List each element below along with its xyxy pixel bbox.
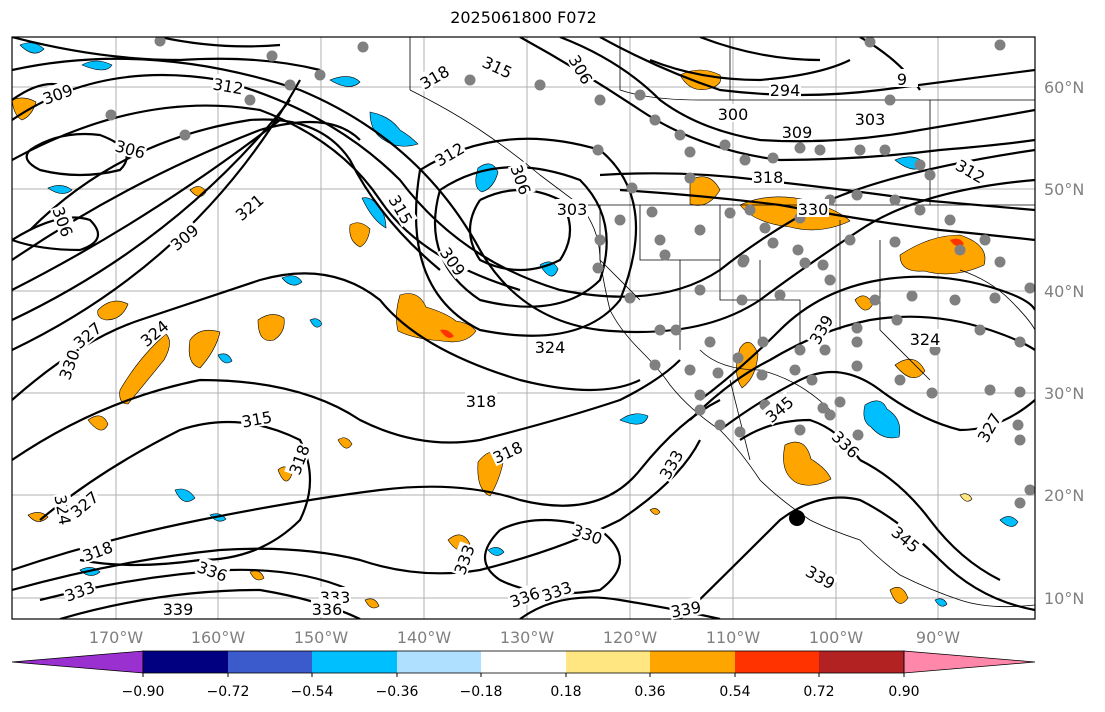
lon-label: 170°W	[89, 628, 144, 647]
colorbar-tick-label: 0.72	[803, 684, 834, 700]
lat-label: 40°N	[1044, 282, 1084, 301]
colorbar-tick-label: −0.36	[376, 684, 419, 700]
lat-label: 30°N	[1044, 384, 1084, 403]
longitude-labels: 170°W 160°W 150°W 140°W 130°W 120°W 110°W 100°W…	[89, 628, 960, 647]
colorbar-tick-label: −0.72	[207, 684, 250, 700]
colorbar-cell	[228, 651, 312, 673]
colorbar-tick-label: 0.90	[888, 684, 919, 700]
svg-text:318: 318	[753, 168, 784, 187]
lon-label: 130°W	[500, 628, 555, 647]
colorbar-cell	[735, 651, 819, 673]
contour-label: 309	[781, 122, 813, 142]
lat-label: 60°N	[1044, 78, 1084, 97]
colorbar-tick-label: 0.54	[719, 684, 750, 700]
location-marker	[789, 510, 805, 526]
contour-label: 303	[556, 199, 588, 219]
contour-label: 330	[797, 199, 829, 219]
colorbar-cell	[397, 651, 481, 673]
lon-label: 100°W	[809, 628, 864, 647]
colorbar-cell	[650, 651, 735, 673]
contour-label: 339	[162, 599, 194, 619]
colorbar-cell	[903, 650, 1036, 674]
contour-label: 324	[534, 337, 566, 357]
lon-label: 160°W	[191, 628, 246, 647]
svg-text:336: 336	[312, 600, 343, 619]
contour-label: 318	[465, 391, 497, 411]
lon-label: 140°W	[397, 628, 452, 647]
lat-label: 10°N	[1044, 589, 1084, 608]
contour-label: 327	[972, 408, 1005, 446]
svg-text:294: 294	[770, 81, 801, 100]
lon-label: 120°W	[603, 628, 658, 647]
svg-text:303: 303	[557, 200, 588, 219]
lon-label: 150°W	[294, 628, 349, 647]
map-title: 2025061800 F072	[450, 8, 597, 27]
colorbar-tick-label: −0.90	[122, 684, 165, 700]
svg-text:309: 309	[782, 123, 813, 142]
lon-label: 90°W	[916, 628, 960, 647]
colorbar-cell	[143, 651, 228, 673]
graticule-grid	[12, 37, 1035, 619]
svg-text:324: 324	[910, 330, 941, 349]
contour-label: 303	[854, 109, 886, 129]
contour-label: 324	[50, 492, 76, 527]
svg-text:300: 300	[718, 105, 749, 124]
contour-label: 339	[668, 596, 703, 622]
latitude-labels: 60°N 50°N 40°N 30°N 20°N 10°N	[1044, 78, 1084, 608]
contour-label: 294	[769, 80, 801, 100]
colorbar-cell	[312, 651, 397, 673]
svg-text:324: 324	[535, 338, 566, 357]
height-contours	[12, 37, 1035, 619]
contour-label: 318	[752, 167, 784, 187]
contour-label: 336	[311, 599, 343, 619]
colorbar-tick-label: −0.54	[291, 684, 334, 700]
contour-label: 312	[211, 73, 246, 99]
colorbar: −0.90 −0.72 −0.54 −0.36 −0.18 0.18 0.36 0.54 0.7…	[11, 650, 1036, 700]
svg-text:303: 303	[855, 110, 886, 129]
plot-frame	[11, 36, 1036, 620]
colorbar-cell	[819, 651, 904, 673]
contour-label: 300	[717, 104, 749, 124]
colorbar-tick-label: 0.18	[550, 684, 581, 700]
colorbar-cell	[566, 651, 650, 673]
colorbar-tick-label: −0.18	[460, 684, 503, 700]
svg-text:9: 9	[897, 70, 907, 89]
lat-label: 20°N	[1044, 486, 1084, 505]
contour-label: 9	[886, 69, 918, 89]
contour-label: 324	[909, 329, 941, 349]
svg-text:318: 318	[466, 392, 497, 411]
colorbar-cell	[11, 650, 144, 674]
lon-label: 110°W	[706, 628, 761, 647]
svg-text:330: 330	[798, 200, 829, 219]
lat-label: 50°N	[1044, 180, 1084, 199]
colorbar-tick-label: 0.36	[634, 684, 665, 700]
svg-text:339: 339	[163, 600, 194, 619]
colorbar-cell	[481, 651, 566, 673]
